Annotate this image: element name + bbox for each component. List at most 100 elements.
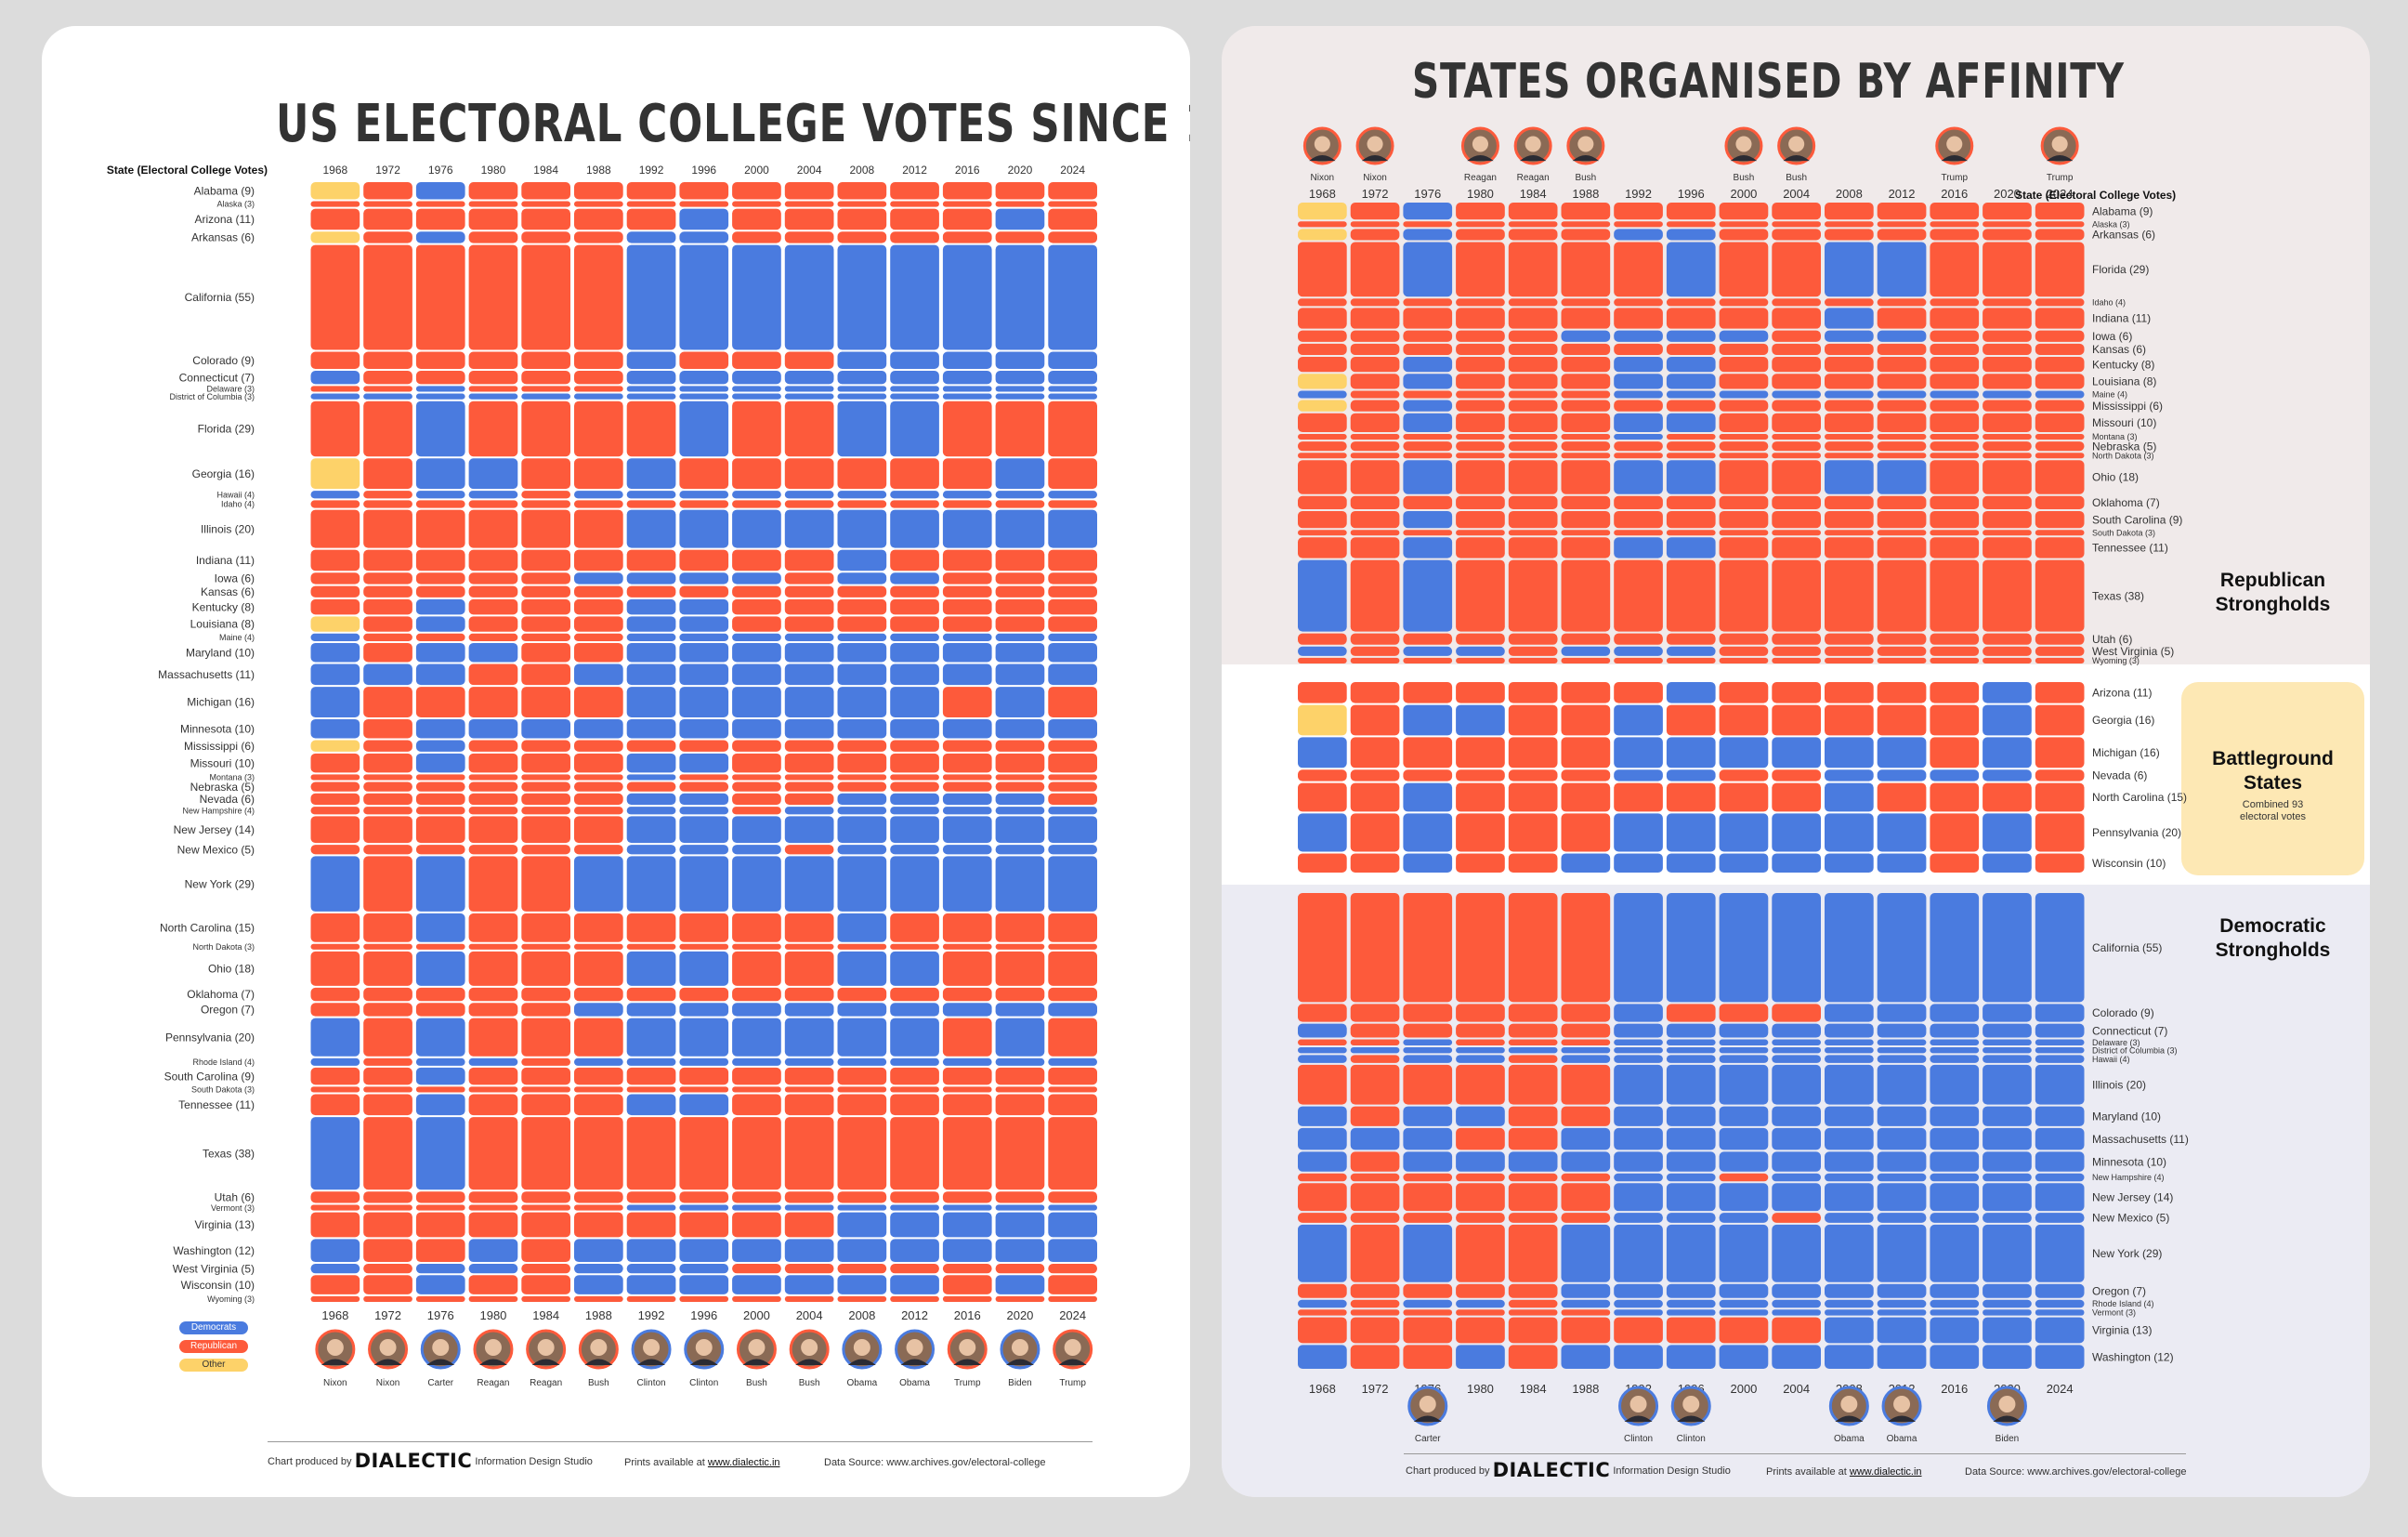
cell-maine-1984 bbox=[1508, 390, 1558, 399]
cell-louisiana-1968 bbox=[1298, 374, 1347, 389]
cell-kansas-2000 bbox=[1719, 343, 1769, 356]
cell-texas-1976 bbox=[1403, 559, 1453, 632]
cell-delaware-2024 bbox=[1048, 386, 1097, 392]
cell-hawaii-2024 bbox=[2035, 1055, 2085, 1063]
president-portrait-clinton-1992 bbox=[631, 1329, 672, 1370]
cell-south-dakota-1984 bbox=[1508, 530, 1558, 536]
cell-indiana-2008 bbox=[837, 549, 887, 571]
prints-link[interactable]: www.dialectic.in bbox=[1849, 1466, 1922, 1478]
democratic-line2: Strongholds bbox=[2215, 939, 2331, 961]
cell-michigan-1988 bbox=[1561, 737, 1611, 768]
state-label-tennessee: Tennessee (11) bbox=[2092, 542, 2168, 555]
president-portrait-nixon-1968 bbox=[315, 1329, 356, 1370]
cell-nevada-2024 bbox=[2035, 769, 2085, 782]
cell-massachusetts-2016 bbox=[1930, 1127, 1980, 1150]
cell-colorado-1968 bbox=[1298, 1004, 1347, 1022]
cell-new-york-2024 bbox=[2035, 1224, 2085, 1282]
cell-nevada-2008 bbox=[1825, 769, 1874, 782]
left-year-top-2012: 2012 bbox=[902, 164, 927, 177]
cell-mississippi-1976 bbox=[415, 740, 465, 752]
cell-tennessee-2000 bbox=[1719, 537, 1769, 558]
president-name-1984: Reagan bbox=[530, 1378, 562, 1388]
cell-oregon-2016 bbox=[1930, 1283, 1980, 1298]
cell-south-carolina-1988 bbox=[574, 1067, 623, 1085]
cell-missouri-2020 bbox=[995, 753, 1045, 773]
right-year-bottom-1968: 1968 bbox=[1309, 1382, 1336, 1396]
cell-new-mexico-1996 bbox=[679, 845, 729, 855]
cell-north-carolina-1980 bbox=[468, 913, 518, 942]
cell-west-virginia-2016 bbox=[942, 1264, 992, 1274]
cell-north-carolina-1988 bbox=[574, 913, 623, 942]
left-year-bottom-2000: 2000 bbox=[743, 1308, 770, 1322]
cell-kansas-1968 bbox=[1298, 343, 1347, 356]
cell-washington-2016 bbox=[942, 1239, 992, 1263]
cell-south-dakota-2008 bbox=[837, 1086, 887, 1093]
cell-washington-2000 bbox=[732, 1239, 781, 1263]
cell-hawaii-2004 bbox=[784, 491, 834, 499]
cell-michigan-2012 bbox=[890, 687, 939, 717]
cell-rhode-island-1992 bbox=[1614, 1299, 1663, 1308]
cell-virginia-1980 bbox=[1456, 1317, 1505, 1344]
cell-hawaii-1996 bbox=[679, 491, 729, 499]
cell-west-virginia-1968 bbox=[1298, 646, 1347, 656]
cell-louisiana-2024 bbox=[2035, 374, 2085, 389]
cell-vermont-1996 bbox=[679, 1204, 729, 1211]
cell-north-dakota-1992 bbox=[1614, 453, 1663, 459]
cell-nebraska-1996 bbox=[679, 782, 729, 792]
cell-district-of-columbia-1988 bbox=[1561, 1046, 1611, 1054]
cell-alaska-1968 bbox=[1298, 221, 1347, 228]
state-label-new-york: New York (29) bbox=[2092, 1247, 2162, 1260]
cell-nevada-2000 bbox=[732, 793, 781, 806]
cell-montana-1968 bbox=[1298, 433, 1347, 440]
cell-florida-2004 bbox=[1772, 242, 1821, 297]
cell-new-mexico-1988 bbox=[1561, 1213, 1611, 1223]
cell-louisiana-2012 bbox=[1877, 374, 1927, 389]
cell-wyoming-2020 bbox=[995, 1295, 1045, 1302]
prints-link[interactable]: www.dialectic.in bbox=[707, 1457, 780, 1468]
cell-montana-2000 bbox=[1719, 433, 1769, 440]
cell-vermont-1996 bbox=[1666, 1309, 1716, 1316]
cell-pennsylvania-2008 bbox=[1825, 813, 1874, 852]
president-name-1996: Clinton bbox=[689, 1378, 718, 1388]
cell-district-of-columbia-2016 bbox=[1930, 1046, 1980, 1054]
cell-oklahoma-1976 bbox=[415, 987, 465, 1002]
cell-north-dakota-1996 bbox=[1666, 453, 1716, 459]
cell-tennessee-1996 bbox=[1666, 537, 1716, 558]
cell-south-carolina-1984 bbox=[521, 1067, 570, 1085]
cell-tennessee-1984 bbox=[521, 1094, 570, 1116]
cell-new-jersey-2020 bbox=[1983, 1183, 2032, 1212]
cell-new-hampshire-2020 bbox=[1983, 1173, 2032, 1182]
cell-pennsylvania-1980 bbox=[468, 1018, 518, 1057]
state-label-new-york: New York (29) bbox=[185, 877, 255, 890]
cell-vermont-2020 bbox=[995, 1204, 1045, 1211]
cell-wisconsin-1992 bbox=[626, 1275, 676, 1294]
cell-vermont-2012 bbox=[1877, 1309, 1927, 1316]
cell-massachusetts-2000 bbox=[732, 663, 781, 686]
cell-vermont-1984 bbox=[521, 1204, 570, 1211]
cell-vermont-1988 bbox=[574, 1204, 623, 1211]
left-year-bottom-1976: 1976 bbox=[427, 1308, 454, 1322]
cell-maryland-1984 bbox=[521, 642, 570, 663]
cell-hawaii-2020 bbox=[1983, 1055, 2032, 1063]
cell-oregon-1972 bbox=[363, 1003, 412, 1017]
cell-kansas-2024 bbox=[1048, 585, 1097, 598]
state-label-minnesota: Minnesota (10) bbox=[180, 722, 255, 735]
cell-south-carolina-1968 bbox=[1298, 510, 1347, 529]
state-label-delaware: Delaware (3) bbox=[2092, 1038, 2140, 1047]
cell-illinois-2020 bbox=[1983, 1064, 2032, 1105]
president-portrait-bush-2004 bbox=[789, 1329, 830, 1370]
cell-florida-2008 bbox=[837, 401, 887, 457]
cell-north-carolina-2000 bbox=[1719, 782, 1769, 812]
cell-texas-1996 bbox=[1666, 559, 1716, 632]
cell-nevada-2020 bbox=[1983, 769, 2032, 782]
cell-south-dakota-2000 bbox=[732, 1086, 781, 1093]
state-label-florida: Florida (29) bbox=[2092, 263, 2149, 276]
cell-iowa-2004 bbox=[784, 572, 834, 585]
cell-oklahoma-1996 bbox=[1666, 495, 1716, 509]
cell-rhode-island-1976 bbox=[1403, 1299, 1453, 1308]
left-year-bottom-2012: 2012 bbox=[901, 1308, 928, 1322]
right-year-top-1968: 1968 bbox=[1309, 187, 1336, 201]
cell-delaware-1968 bbox=[310, 386, 360, 392]
bottom-president-name-2020: Biden bbox=[1996, 1434, 2020, 1444]
cell-illinois-2000 bbox=[732, 509, 781, 548]
